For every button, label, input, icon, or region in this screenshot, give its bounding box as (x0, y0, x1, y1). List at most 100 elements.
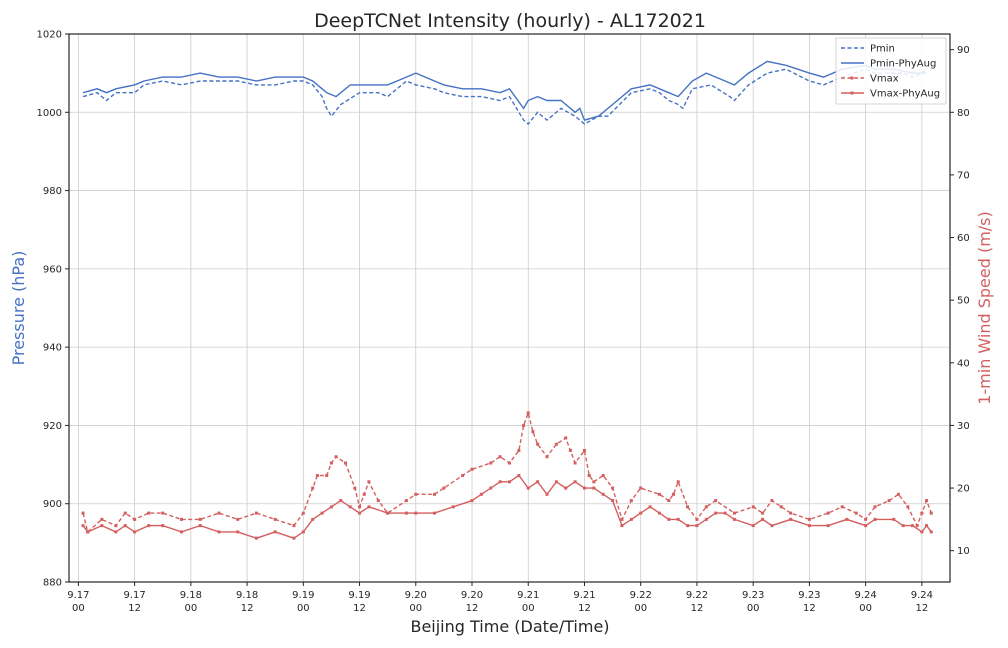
data-point-vmax-phyaug (639, 511, 643, 515)
x-tick-time: 12 (691, 603, 704, 614)
data-point-vmax-phyaug (386, 511, 390, 515)
x-tick-date: 9.20 (461, 590, 483, 601)
data-point-vmax (498, 455, 502, 459)
x-tick-time: 12 (578, 603, 591, 614)
data-point-vmax (915, 524, 919, 528)
data-point-vmax-phyaug (301, 530, 305, 534)
data-point-vmax (414, 492, 418, 496)
data-point-vmax-phyaug (273, 530, 277, 534)
data-point-vmax-phyaug (676, 517, 680, 521)
data-point-vmax (329, 461, 333, 465)
data-point-vmax-phyaug (311, 517, 315, 521)
data-point-vmax (273, 517, 277, 521)
series-line-vmax (82, 410, 932, 534)
data-point-vmax-phyaug (592, 486, 596, 490)
x-tick-time: 12 (803, 603, 816, 614)
data-point-vmax-phyaug (620, 524, 624, 528)
data-point-vmax (592, 480, 596, 484)
data-point-vmax-phyaug (864, 524, 868, 528)
data-point-vmax (123, 511, 127, 515)
data-point-vmax-phyaug (770, 524, 774, 528)
data-point-vmax-phyaug (348, 505, 352, 509)
legend-label-pmin: Pmin (870, 44, 895, 55)
data-point-vmax (601, 474, 605, 478)
data-point-vmax-phyaug (198, 524, 202, 528)
x-tick-date: 9.21 (517, 590, 539, 601)
y-left-tick-label: 880 (43, 578, 62, 589)
data-point-vmax (639, 486, 643, 490)
data-point-vmax-phyaug (920, 530, 924, 534)
data-point-vmax-phyaug (732, 517, 736, 521)
data-point-vmax (217, 511, 221, 515)
y-right-tick-label: 40 (957, 358, 970, 369)
data-point-vmax (531, 430, 535, 434)
x-axis: 9.17 00 9.17 12 9.18 00 9.18 12 9.19 00 9.19 12 9.20… (67, 582, 933, 614)
x-tick-time: 00 (522, 603, 535, 614)
data-point-vmax-phyaug (536, 480, 540, 484)
data-point-vmax-phyaug (358, 511, 362, 515)
legend-label-vmax-phyaug: Vmax-PhyAug (870, 89, 940, 100)
chart-title: DeepTCNet Intensity (hourly) - AL172021 (314, 10, 706, 32)
data-point-vmax (508, 461, 511, 465)
y-left-tick-label: 920 (43, 421, 62, 432)
plot-frame (68, 33, 951, 583)
data-point-vmax-phyaug (433, 511, 437, 515)
x-tick-time: 12 (353, 603, 366, 614)
data-point-vmax-phyaug (545, 492, 549, 496)
data-point-vmax (807, 517, 811, 521)
data-point-vmax-phyaug (367, 505, 371, 509)
data-point-vmax (545, 455, 549, 459)
y-right-tick-label: 70 (957, 170, 970, 181)
data-point-vmax-phyaug (573, 480, 577, 484)
data-point-vmax (611, 486, 615, 490)
x-tick-date: 9.19 (292, 590, 314, 601)
y-axis-left-label: Pressure (hPa) (9, 251, 28, 366)
x-tick-date: 9.22 (686, 590, 708, 601)
data-point-vmax-phyaug (526, 486, 530, 490)
y-right-tick-label: 10 (957, 546, 970, 557)
data-point-vmax-phyaug (582, 486, 586, 490)
data-point-vmax (906, 505, 910, 509)
data-point-vmax-phyaug (723, 511, 727, 515)
x-tick-time: 12 (466, 603, 479, 614)
data-point-vmax (676, 480, 680, 484)
x-tick-date: 9.24 (911, 590, 933, 601)
legend-label-vmax: Vmax (870, 74, 899, 85)
x-tick-date: 9.17 (67, 590, 89, 601)
x-tick-date: 9.22 (630, 590, 652, 601)
data-point-vmax-phyaug (179, 530, 183, 534)
data-point-vmax-phyaug (414, 511, 418, 515)
x-tick-time: 12 (916, 603, 929, 614)
data-point-vmax (470, 467, 474, 471)
data-point-vmax (404, 499, 408, 503)
data-point-vmax (311, 486, 315, 490)
data-point-vmax (315, 474, 319, 478)
data-point-vmax (536, 442, 540, 446)
series-line-pmin (82, 68, 928, 125)
y-axis-left: 880 900 920 940 960 980 1000 1020 (37, 30, 69, 589)
data-point-vmax (667, 499, 671, 503)
x-tick-time: 00 (297, 603, 310, 614)
data-point-vmax (334, 455, 338, 459)
data-point-vmax-phyaug (292, 536, 296, 540)
data-point-vmax (325, 474, 329, 478)
data-point-vmax-phyaug (667, 517, 671, 521)
data-point-vmax-phyaug (517, 474, 521, 478)
data-point-vmax (442, 486, 446, 490)
x-tick-date: 9.21 (573, 590, 595, 601)
data-point-vmax (854, 511, 858, 515)
data-point-vmax-phyaug (236, 530, 240, 534)
data-point-vmax-phyaug (329, 505, 333, 509)
grid (69, 33, 950, 583)
data-point-vmax-phyaug (892, 517, 896, 521)
y-left-tick-label: 940 (43, 343, 62, 354)
data-point-vmax-phyaug (479, 492, 483, 496)
data-point-vmax-phyaug (320, 511, 324, 515)
data-point-vmax-phyaug (81, 524, 85, 528)
x-tick-date: 9.19 (348, 590, 370, 601)
data-point-vmax (779, 505, 783, 509)
series-line-pmin-phyaug (82, 60, 927, 121)
data-point-vmax-phyaug (147, 524, 151, 528)
